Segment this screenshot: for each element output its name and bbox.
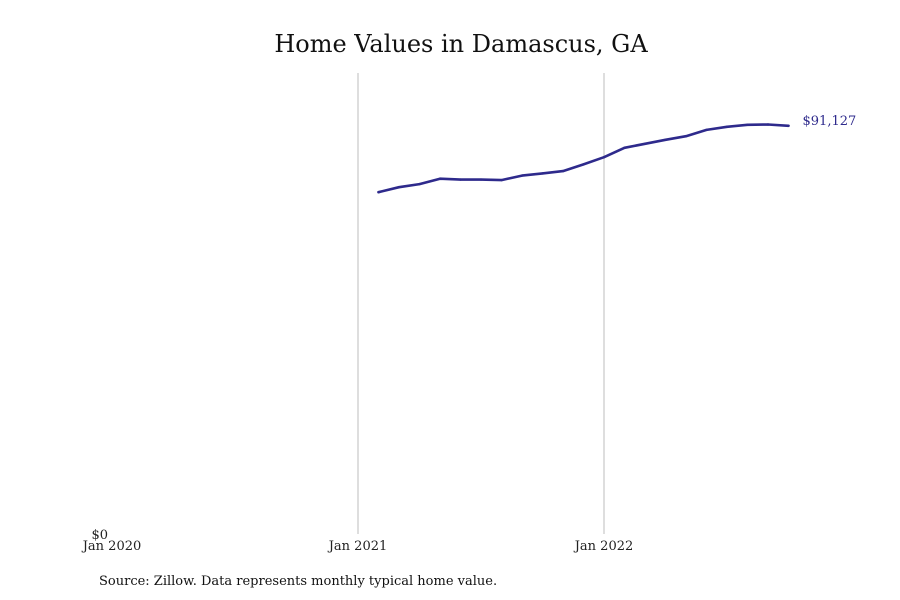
data-point: [582, 163, 585, 166]
data-point: [725, 125, 729, 128]
data-point: [438, 177, 442, 180]
data-point: [746, 123, 749, 127]
gridlines: [357, 73, 605, 534]
y-axis-tick-labels: $0: [91, 528, 108, 543]
series-line-1: [377, 123, 790, 194]
data-point: [643, 142, 647, 145]
x-tick-label: Jan 2020: [81, 539, 142, 554]
data-point: [397, 186, 401, 189]
source-note: Source: Zillow. Data represents monthly …: [99, 574, 497, 589]
chart-title: Home Values in Damascus, GA: [274, 30, 648, 58]
series-layer: [377, 123, 790, 194]
x-tick-label: Jan 2022: [573, 539, 634, 554]
data-point: [684, 135, 688, 138]
x-tick-label: Jan 2021: [327, 539, 388, 554]
data-point: [561, 169, 565, 173]
data-point: [602, 156, 606, 159]
data-point: [787, 124, 790, 128]
data-point: [377, 191, 380, 194]
data-point: [623, 146, 626, 149]
x-axis-tick-labels: Jan 2020 Jan 2021 Jan 2022: [81, 539, 634, 554]
data-point: [541, 172, 544, 175]
data-point: [520, 174, 524, 177]
data-point: [418, 182, 421, 186]
y-tick-label: $0: [91, 528, 108, 543]
end-value-label: $91,127: [803, 114, 857, 129]
data-point: [766, 123, 770, 126]
data-point: [705, 128, 708, 132]
data-point: [459, 178, 462, 181]
data-point: [664, 138, 667, 141]
data-point: [479, 178, 483, 181]
data-point: [500, 178, 503, 182]
